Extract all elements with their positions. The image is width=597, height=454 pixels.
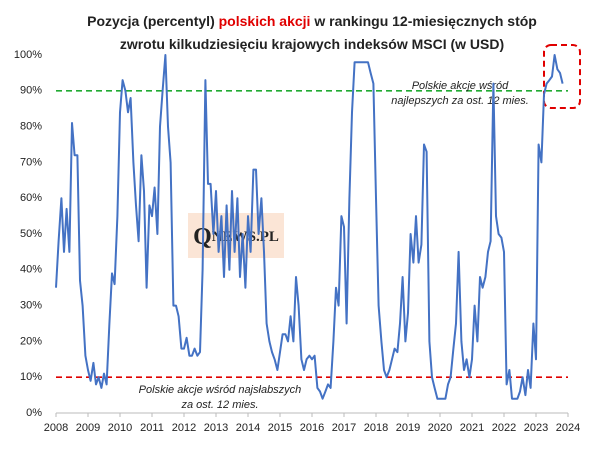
x-tick-label: 2009: [76, 422, 100, 434]
y-tick-label: 70%: [20, 156, 42, 168]
title-part: polskich akcji: [219, 13, 311, 29]
x-tick-label: 2011: [140, 422, 164, 434]
x-tick-label: 2015: [268, 422, 292, 434]
annotation: Polskie akcje wśród najsłabszych: [139, 384, 302, 396]
x-tick-label: 2013: [204, 422, 228, 434]
annotation: Polskie akcje wśród: [412, 80, 509, 92]
y-tick-label: 20%: [20, 335, 42, 347]
chart-title: zwrotu kilkudziesięciu krajowych indeksó…: [120, 36, 504, 52]
y-tick-label: 90%: [20, 85, 42, 97]
x-tick-label: 2019: [396, 422, 420, 434]
x-tick-label: 2020: [428, 422, 452, 434]
highlight-box: [543, 44, 581, 109]
x-tick-label: 2024: [556, 422, 580, 434]
y-tick-label: 0%: [26, 407, 42, 419]
x-tick-label: 2022: [492, 422, 516, 434]
x-tick-label: 2023: [524, 422, 548, 434]
x-tick-label: 2018: [364, 422, 388, 434]
y-tick-label: 10%: [20, 371, 42, 383]
annotation: za ost. 12 mies.: [180, 399, 258, 411]
y-tick-label: 60%: [20, 192, 42, 204]
x-tick-label: 2021: [460, 422, 484, 434]
x-tick-label: 2008: [44, 422, 68, 434]
title-part: w rankingu 12-miesięcznych stóp: [310, 13, 536, 29]
title-part: zwrotu kilkudziesięciu krajowych indeksó…: [120, 36, 504, 52]
x-tick-label: 2017: [332, 422, 356, 434]
y-tick-label: 30%: [20, 300, 42, 312]
annotation: najlepszych za ost. 12 mies.: [391, 95, 529, 107]
x-tick-label: 2016: [300, 422, 324, 434]
y-tick-label: 50%: [20, 228, 42, 240]
chart-title: Pozycja (percentyl) polskich akcji w ran…: [87, 13, 537, 29]
title-part: Pozycja (percentyl): [87, 13, 219, 29]
x-tick-label: 2012: [172, 422, 196, 434]
series-line: [55, 54, 564, 400]
x-tick-label: 2010: [108, 422, 132, 434]
y-tick-label: 100%: [14, 49, 42, 61]
y-tick-label: 80%: [20, 121, 42, 133]
x-tick-label: 2014: [236, 422, 260, 434]
y-tick-label: 40%: [20, 264, 42, 276]
